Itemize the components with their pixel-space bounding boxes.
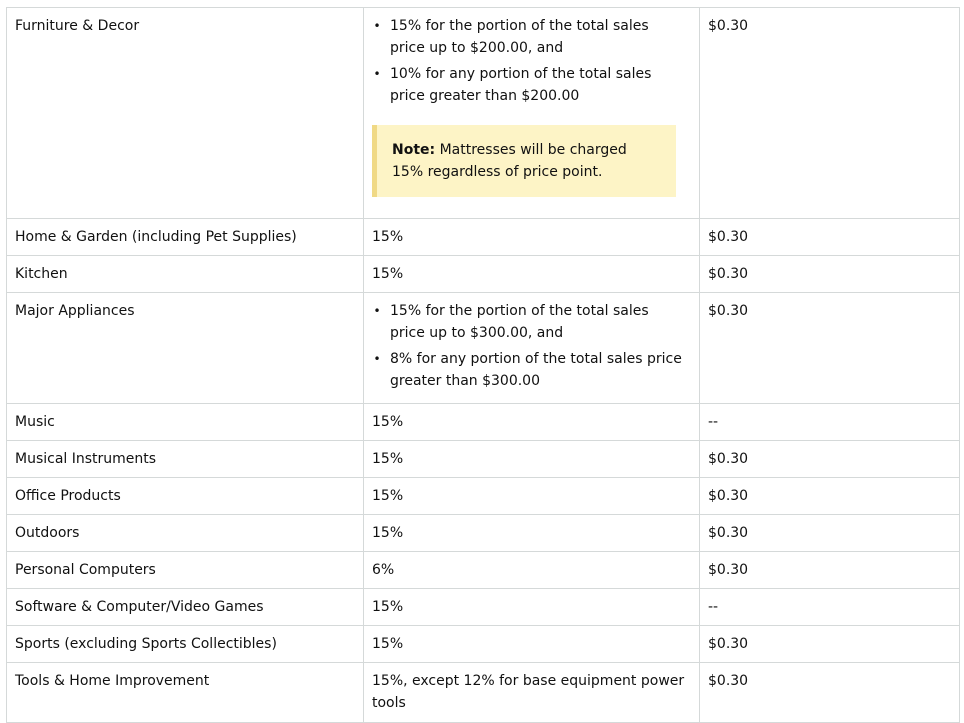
fee-cell: 15% bbox=[363, 404, 699, 440]
fee-tier-list: • 15% for the portion of the total sales … bbox=[372, 15, 691, 107]
category-cell: Sports (excluding Sports Collectibles) bbox=[6, 626, 363, 662]
table-row: Kitchen 15% $0.30 bbox=[6, 256, 960, 293]
minimum-fee-cell: $0.30 bbox=[699, 663, 960, 722]
fee-cell: 15% bbox=[363, 441, 699, 477]
fee-cell: • 15% for the portion of the total sales … bbox=[363, 8, 699, 218]
minimum-fee-cell: $0.30 bbox=[699, 626, 960, 662]
fee-tier-list: • 15% for the portion of the total sales … bbox=[372, 300, 691, 392]
minimum-fee-cell: $0.30 bbox=[699, 256, 960, 292]
table-row: Tools & Home Improvement 15%, except 12%… bbox=[6, 663, 960, 723]
bullet-icon: • bbox=[373, 19, 381, 33]
fee-cell: 15% bbox=[363, 478, 699, 514]
minimum-fee-cell: -- bbox=[699, 404, 960, 440]
minimum-fee-cell: $0.30 bbox=[699, 478, 960, 514]
minimum-fee-cell: $0.30 bbox=[699, 293, 960, 403]
category-cell: Outdoors bbox=[6, 515, 363, 551]
table-row: Sports (excluding Sports Collectibles) 1… bbox=[6, 626, 960, 663]
category-cell: Personal Computers bbox=[6, 552, 363, 588]
fee-cell: 6% bbox=[363, 552, 699, 588]
table-row: Home & Garden (including Pet Supplies) 1… bbox=[6, 219, 960, 256]
minimum-fee-cell: $0.30 bbox=[699, 8, 960, 218]
note-text: Mattresses will be charged 15% regardles… bbox=[392, 142, 627, 180]
table-row: Software & Computer/Video Games 15% -- bbox=[6, 589, 960, 626]
category-cell: Software & Computer/Video Games bbox=[6, 589, 363, 625]
category-cell: Furniture & Decor bbox=[6, 8, 363, 218]
minimum-fee-cell: -- bbox=[699, 589, 960, 625]
fee-tier: • 8% for any portion of the total sales p… bbox=[372, 348, 691, 392]
table-row: Furniture & Decor • 15% for the portion o… bbox=[6, 8, 960, 219]
fee-cell: 15% bbox=[363, 589, 699, 625]
category-cell: Music bbox=[6, 404, 363, 440]
fee-cell: 15%, except 12% for base equipment power… bbox=[363, 663, 699, 722]
bullet-icon: • bbox=[373, 67, 381, 81]
table-row: Musical Instruments 15% $0.30 bbox=[6, 441, 960, 478]
table-row: Music 15% -- bbox=[6, 404, 960, 441]
fee-cell: 15% bbox=[363, 626, 699, 662]
category-cell: Office Products bbox=[6, 478, 363, 514]
category-cell: Musical Instruments bbox=[6, 441, 363, 477]
fee-cell: 15% bbox=[363, 219, 699, 255]
fee-tier: • 10% for any portion of the total sales … bbox=[372, 63, 691, 107]
fee-tier: • 15% for the portion of the total sales … bbox=[372, 15, 691, 59]
bullet-icon: • bbox=[373, 352, 381, 366]
note-box: Note: Mattresses will be charged 15% reg… bbox=[372, 125, 676, 197]
note-label: Note: bbox=[392, 142, 436, 158]
category-cell: Tools & Home Improvement bbox=[6, 663, 363, 722]
table-row: Office Products 15% $0.30 bbox=[6, 478, 960, 515]
fee-cell: • 15% for the portion of the total sales … bbox=[363, 293, 699, 403]
minimum-fee-cell: $0.30 bbox=[699, 441, 960, 477]
table-row: Outdoors 15% $0.30 bbox=[6, 515, 960, 552]
fee-cell: 15% bbox=[363, 515, 699, 551]
minimum-fee-cell: $0.30 bbox=[699, 515, 960, 551]
category-cell: Major Appliances bbox=[6, 293, 363, 403]
bullet-icon: • bbox=[373, 304, 381, 318]
minimum-fee-cell: $0.30 bbox=[699, 552, 960, 588]
minimum-fee-cell: $0.30 bbox=[699, 219, 960, 255]
table-row: Major Appliances • 15% for the portion of… bbox=[6, 293, 960, 404]
referral-fee-table: Furniture & Decor • 15% for the portion o… bbox=[6, 7, 960, 723]
table-row: Personal Computers 6% $0.30 bbox=[6, 552, 960, 589]
category-cell: Kitchen bbox=[6, 256, 363, 292]
fee-cell: 15% bbox=[363, 256, 699, 292]
fee-tier: • 15% for the portion of the total sales … bbox=[372, 300, 691, 344]
category-cell: Home & Garden (including Pet Supplies) bbox=[6, 219, 363, 255]
